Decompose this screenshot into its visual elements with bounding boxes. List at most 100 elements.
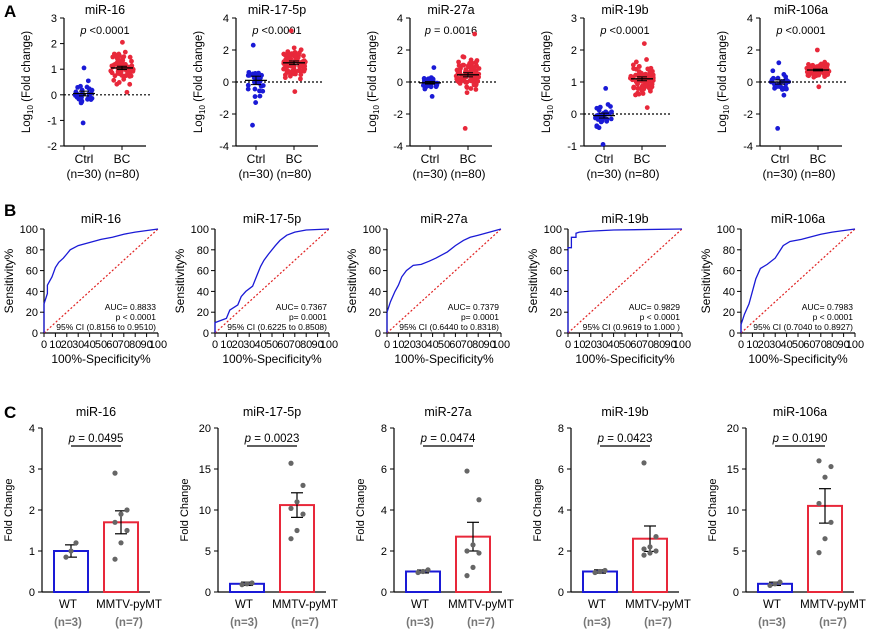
x-tick-label: 90: [837, 339, 849, 351]
y-tick-label: 2: [29, 505, 35, 517]
x-tick-label: 40: [254, 339, 266, 351]
y-tick-label: 40: [369, 286, 381, 298]
ctrl-data-point: [252, 94, 258, 99]
bc-data-point: [124, 89, 130, 95]
bc-data-point: [127, 81, 133, 87]
p-value-text: p = 0.0474: [420, 433, 476, 445]
data-point: [464, 573, 470, 579]
data-point: [239, 582, 245, 588]
p-value: = 0.0190: [779, 433, 827, 445]
ctrl-data-point: [250, 42, 256, 48]
x-category-label: MMTV-pyMT: [625, 599, 691, 611]
bc-data-point: [293, 56, 299, 61]
data-point: [470, 564, 476, 571]
chart-title: miR-16: [85, 3, 125, 17]
x-tick-label: 90: [483, 339, 495, 351]
bc-data-point: [112, 73, 118, 79]
bc-data-point: [462, 125, 468, 131]
x-category-n: (n=30): [586, 167, 621, 181]
x-tick-label: 0: [565, 339, 571, 351]
bc-data-point: [283, 64, 289, 69]
p-value: <0.0001: [87, 25, 130, 37]
y-axis-label-rest: (Fold change): [717, 31, 729, 105]
y-tick-label: 80: [550, 245, 562, 257]
bc-data-point: [120, 39, 125, 45]
ctrl-data-point: [257, 78, 263, 84]
y-axis-label: Sensitivity%: [699, 248, 713, 313]
x-tick-label: 100: [846, 339, 864, 351]
y-tick-label: 2: [381, 546, 387, 558]
wt-bar: [582, 570, 618, 593]
y-tick-label: 3: [571, 13, 577, 25]
bc-data-point: [458, 66, 463, 71]
bc-data-point: [116, 80, 122, 85]
x-category-n: (n=80): [104, 167, 139, 181]
auc-p-text: p= 0.0001: [461, 312, 499, 322]
bc-data-point: [644, 105, 650, 110]
auc-text: AUC= 0.8833: [105, 302, 157, 312]
ctrl-data-point: [594, 105, 600, 111]
bc-data-point: [127, 54, 133, 60]
x-tick-label: 30: [415, 339, 427, 351]
chart-title: miR-17-5p: [243, 212, 301, 226]
bc-data-point: [473, 68, 479, 74]
y-tick-label: 15: [727, 464, 739, 476]
y-tick-label: 0: [203, 328, 209, 340]
data-point: [822, 474, 828, 480]
x-category-n: (n=3): [583, 617, 611, 629]
ctrl-data-point: [75, 84, 81, 90]
y-tick-label: 4: [747, 13, 753, 25]
p-value: = 0.0474: [427, 433, 476, 445]
p-label: p: [244, 433, 252, 445]
y-tick-label: 0: [223, 77, 229, 89]
ctrl-data-point: [775, 125, 781, 131]
data-point: [68, 548, 74, 554]
y-tick-label: -2: [219, 109, 229, 121]
ctrl-data-point: [85, 96, 91, 102]
bc-data-point: [825, 72, 831, 77]
auc-text: AUC= 0.7379: [448, 302, 500, 312]
p-value-text: p <0.0001: [251, 25, 301, 37]
auc-p-text: p= 0.0001: [289, 312, 327, 322]
x-tick-label: 40: [426, 339, 438, 351]
x-category-label: WT: [235, 599, 253, 611]
y-axis-label-subscript: 10: [372, 104, 381, 113]
p-value-text: p <0.0001: [775, 25, 825, 37]
bc-data-point: [287, 73, 293, 79]
x-tick-label: 60: [449, 339, 461, 351]
scatter-chart-1: -4 -2 0 2 4 miR-17-5p p <0.0001 Log10 (Fold cha…: [193, 3, 324, 181]
auc-p-text: p < 0.0001: [813, 312, 854, 322]
y-tick-label: 0: [747, 77, 753, 89]
x-category-n: (n=3): [230, 617, 258, 629]
y-axis-label-subscript: 10: [546, 104, 555, 113]
p-value: <0.0001: [783, 25, 826, 37]
chart-title: miR-106a: [771, 212, 825, 226]
x-tick-label: 70: [118, 339, 130, 351]
wt-bar: [405, 570, 441, 593]
x-category-n: (n=80): [450, 167, 485, 181]
bc-data-point: [461, 62, 467, 68]
bc-data-point: [298, 72, 304, 78]
data-point: [112, 519, 118, 525]
y-tick-label: 0: [558, 587, 564, 599]
y-tick-label: -4: [743, 141, 753, 153]
p-value-text: p = 0.0495: [68, 433, 124, 445]
auc-text: AUC= 0.7983: [802, 302, 854, 312]
y-tick-label: 4: [558, 505, 564, 517]
data-point: [641, 552, 647, 558]
y-tick-label: 4: [381, 505, 387, 517]
y-axis-label: Log10 (Fold change): [541, 31, 555, 133]
y-tick-label: 2: [397, 45, 403, 57]
y-tick-label: 80: [369, 245, 381, 257]
bc-data-point: [473, 87, 479, 92]
y-axis-label: Fold Change: [707, 479, 719, 542]
x-category-label: BC: [286, 152, 303, 166]
y-tick-label: 4: [397, 13, 403, 25]
bc-data-point: [296, 68, 302, 74]
bc-data-point: [287, 55, 293, 61]
y-tick-label: 0: [381, 587, 387, 599]
y-tick-label: 2: [223, 45, 229, 57]
